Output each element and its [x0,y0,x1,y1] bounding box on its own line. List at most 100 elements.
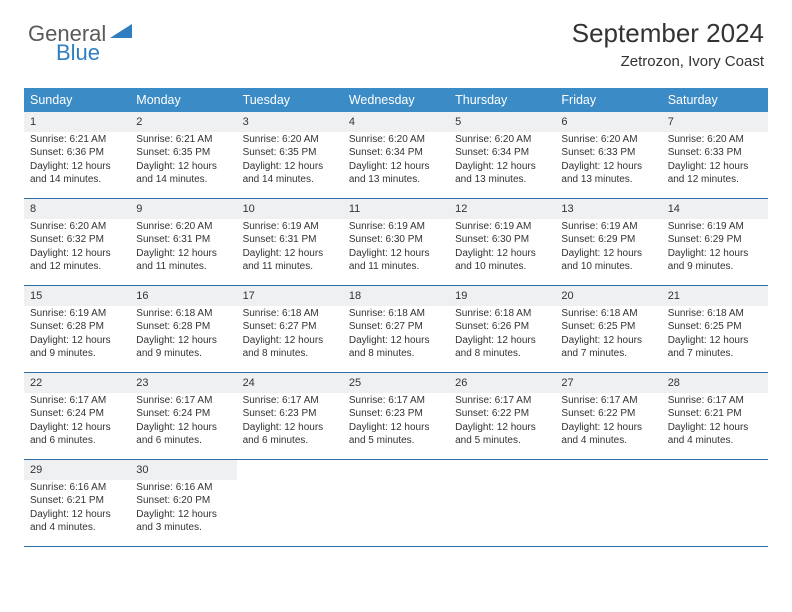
daylight-line: Daylight: 12 hours and 12 minutes. [30,247,124,274]
cell-body: Sunrise: 6:19 AMSunset: 6:29 PMDaylight:… [555,219,661,279]
title-block: September 2024 Zetrozon, Ivory Coast [572,18,764,70]
daylight-line: Daylight: 12 hours and 14 minutes. [243,160,337,187]
sunrise-line: Sunrise: 6:18 AM [455,307,549,321]
day-number: 22 [24,373,130,393]
sunset-line: Sunset: 6:20 PM [136,494,230,508]
daylight-line: Daylight: 12 hours and 6 minutes. [30,421,124,448]
day-number: 4 [343,112,449,132]
calendar-cell: 6Sunrise: 6:20 AMSunset: 6:33 PMDaylight… [555,112,661,198]
sunset-line: Sunset: 6:36 PM [30,146,124,160]
calendar-cell: 27Sunrise: 6:17 AMSunset: 6:22 PMDayligh… [555,373,661,459]
calendar-cell: 26Sunrise: 6:17 AMSunset: 6:22 PMDayligh… [449,373,555,459]
sunset-line: Sunset: 6:26 PM [455,320,549,334]
day-number: 5 [449,112,555,132]
cell-body: Sunrise: 6:17 AMSunset: 6:21 PMDaylight:… [662,393,768,453]
daylight-line: Daylight: 12 hours and 4 minutes. [30,508,124,535]
sunset-line: Sunset: 6:35 PM [136,146,230,160]
calendar-week-row: 22Sunrise: 6:17 AMSunset: 6:24 PMDayligh… [24,373,768,460]
calendar-cell: 14Sunrise: 6:19 AMSunset: 6:29 PMDayligh… [662,199,768,285]
day-number: 15 [24,286,130,306]
cell-body: Sunrise: 6:18 AMSunset: 6:26 PMDaylight:… [449,306,555,366]
day-number: 8 [24,199,130,219]
cell-body: Sunrise: 6:17 AMSunset: 6:22 PMDaylight:… [555,393,661,453]
calendar-cell: 2Sunrise: 6:21 AMSunset: 6:35 PMDaylight… [130,112,236,198]
cell-body: Sunrise: 6:20 AMSunset: 6:33 PMDaylight:… [555,132,661,192]
sunset-line: Sunset: 6:33 PM [561,146,655,160]
cell-body: Sunrise: 6:17 AMSunset: 6:24 PMDaylight:… [130,393,236,453]
day-number: 25 [343,373,449,393]
calendar-week-row: 8Sunrise: 6:20 AMSunset: 6:32 PMDaylight… [24,199,768,286]
sunrise-line: Sunrise: 6:21 AM [136,133,230,147]
calendar-cell-empty [449,460,555,546]
day-number: 16 [130,286,236,306]
location-label: Zetrozon, Ivory Coast [572,53,764,70]
calendar-cell: 20Sunrise: 6:18 AMSunset: 6:25 PMDayligh… [555,286,661,372]
calendar-week-row: 15Sunrise: 6:19 AM Sunset: 6:28 PM Dayligh… [24,286,768,373]
cell-body: Sunrise: 6:20 AMSunset: 6:34 PMDaylight:… [449,132,555,192]
sunset-line: Sunset: 6:27 PM [243,320,337,334]
sunset-line: Sunset: 6:34 PM [455,146,549,160]
sunset-line: Sunset: 6:33 PM [668,146,762,160]
day-number: 1 [24,112,130,132]
day-number: 26 [449,373,555,393]
calendar-cell: 29Sunrise: 6:16 AMSunset: 6:21 PMDayligh… [24,460,130,546]
sunrise-line: Sunrise: 6:17 AM [561,394,655,408]
cell-body: Sunrise: 6:20 AMSunset: 6:34 PMDaylight:… [343,132,449,192]
sunset-line: Sunset: 6:28 PM [136,320,230,334]
daylight-line: Daylight: 12 hours and 7 minutes. [668,334,762,361]
day-header-row: SundayMondayTuesdayWednesdayThursdayFrid… [24,88,768,112]
sunrise-line: Sunrise: 6:18 AM [243,307,337,321]
daylight-line: Daylight: 12 hours and 4 minutes. [668,421,762,448]
calendar-cell: 9Sunrise: 6:20 AMSunset: 6:31 PMDaylight… [130,199,236,285]
calendar-cell: 22Sunrise: 6:17 AMSunset: 6:24 PMDayligh… [24,373,130,459]
sunrise-line: Sunrise: 6:17 AM [136,394,230,408]
daylight-line: Daylight: 12 hours and 11 minutes. [243,247,337,274]
sunset-line: Sunset: 6:32 PM [30,233,124,247]
sunset-line: Sunset: 6:23 PM [349,407,443,421]
day-number: 3 [237,112,343,132]
calendar-cell: 28Sunrise: 6:17 AMSunset: 6:21 PMDayligh… [662,373,768,459]
cell-body: Sunrise: 6:20 AMSunset: 6:35 PMDaylight:… [237,132,343,192]
sunset-line: Sunset: 6:24 PM [136,407,230,421]
cell-body: Sunrise: 6:17 AMSunset: 6:23 PMDaylight:… [343,393,449,453]
sunset-line: Sunset: 6:31 PM [136,233,230,247]
daylight-line: Daylight: 12 hours and 8 minutes. [455,334,549,361]
sunset-line: Sunset: 6:34 PM [349,146,443,160]
day-number: 11 [343,199,449,219]
calendar-cell: 10Sunrise: 6:19 AMSunset: 6:31 PMDayligh… [237,199,343,285]
day-number: 14 [662,199,768,219]
cell-body: Sunrise: 6:18 AMSunset: 6:25 PMDaylight:… [555,306,661,366]
day-number: 13 [555,199,661,219]
day-number: 24 [237,373,343,393]
sunrise-line: Sunrise: 6:20 AM [668,133,762,147]
cell-body: Sunrise: 6:18 AMSunset: 6:27 PMDaylight:… [237,306,343,366]
calendar-cell: 7Sunrise: 6:20 AMSunset: 6:33 PMDaylight… [662,112,768,198]
day-number: 9 [130,199,236,219]
calendar-cell: 21Sunrise: 6:18 AMSunset: 6:25 PMDayligh… [662,286,768,372]
calendar-cell: 1Sunrise: 6:21 AMSunset: 6:36 PMDaylight… [24,112,130,198]
day-number: 27 [555,373,661,393]
calendar-cell: 16Sunrise: 6:18 AMSunset: 6:28 PMDayligh… [130,286,236,372]
cell-body: Sunrise: 6:20 AMSunset: 6:31 PMDaylight:… [130,219,236,279]
sunrise-line: Sunrise: 6:20 AM [136,220,230,234]
cell-body: Sunrise: 6:19 AMSunset: 6:30 PMDaylight:… [449,219,555,279]
day-number: 10 [237,199,343,219]
sunrise-line: Sunrise: 6:19 AM [30,307,124,321]
sunrise-line: Sunrise: 6:16 AM [136,481,230,495]
day-number: 2 [130,112,236,132]
sunrise-line: Sunrise: 6:19 AM [455,220,549,234]
daylight-line: Daylight: 12 hours and 5 minutes. [455,421,549,448]
daylight-line: Daylight: 12 hours and 11 minutes. [349,247,443,274]
cell-body: Sunrise: 6:19 AMSunset: 6:30 PMDaylight:… [343,219,449,279]
daylight-line: Daylight: 12 hours and 9 minutes. [668,247,762,274]
daylight-line: Daylight: 12 hours and 4 minutes. [561,421,655,448]
calendar-cell: 30Sunrise: 6:16 AMSunset: 6:20 PMDayligh… [130,460,236,546]
daylight-line: Daylight: 12 hours and 13 minutes. [561,160,655,187]
calendar-cell-empty [237,460,343,546]
sunrise-line: Sunrise: 6:16 AM [30,481,124,495]
daylight-line: Daylight: 12 hours and 9 minutes. [30,334,124,361]
sunset-line: Sunset: 6:21 PM [668,407,762,421]
daylight-line: Daylight: 12 hours and 12 minutes. [668,160,762,187]
sunset-line: Sunset: 6:25 PM [561,320,655,334]
sunset-line: Sunset: 6:22 PM [561,407,655,421]
